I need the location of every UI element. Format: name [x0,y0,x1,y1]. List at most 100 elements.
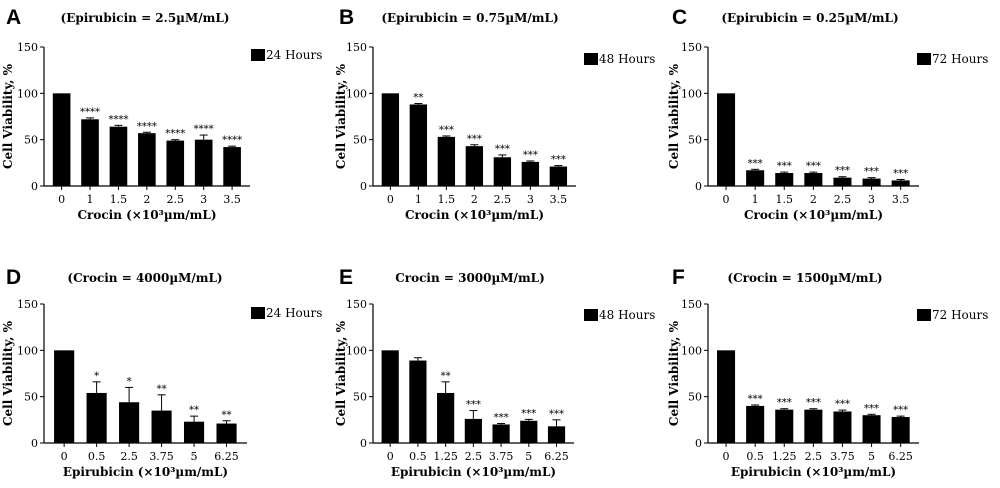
bar [194,139,213,186]
bar [109,126,128,186]
bar [775,409,794,443]
y-axis-title: Cell Viability, % [667,63,681,169]
significance-label: *** [864,167,879,178]
x-tick-label: 3 [868,193,875,206]
bar [717,350,736,443]
panel-title: (Crocin = 1500µM/mL) [727,271,882,285]
x-tick-label: 2.5 [805,450,823,463]
x-tick-label: 0.5 [746,450,764,463]
x-tick-label: 1 [415,193,422,206]
x-tick-label: 5 [868,450,875,463]
x-tick-label: 0.5 [409,450,427,463]
x-tick-label: 3.5 [892,193,910,206]
x-tick-label: 2.5 [167,193,185,206]
legend-label: 24 Hours [266,306,322,320]
significance-label: *** [523,150,538,161]
bar [216,423,237,443]
bar [547,426,566,443]
significance-label: *** [748,158,763,169]
bar [409,360,427,443]
panel-letter: A [6,6,21,29]
legend-swatch [251,49,265,61]
x-tick-label: 2.5 [465,450,483,463]
significance-label: *** [748,394,763,405]
significance-label: **** [108,114,128,125]
y-axis-title: Cell Viability, % [334,320,348,426]
significance-label: ** [157,384,167,395]
x-tick-label: 1 [87,193,94,206]
x-tick-label: 0 [723,193,730,206]
y-tick-label: 150 [17,298,38,311]
significance-label: **** [165,129,185,140]
significance-label: *** [777,398,792,409]
x-tick-label: 2 [810,193,817,206]
y-axis-title: Cell Viability, % [667,320,681,426]
bar [549,166,568,186]
bar [520,420,538,443]
x-tick-label: 2.5 [120,450,138,463]
panel-letter: B [339,6,354,29]
y-tick-label: 150 [681,298,702,311]
bar [381,93,400,186]
significance-label: *** [835,166,850,177]
significance-label: * [94,371,99,382]
bar [138,133,156,186]
bar [465,146,484,186]
y-tick-label: 50 [24,391,38,404]
bar [409,104,428,186]
significance-label: **** [137,121,157,132]
x-tick-label: 5 [191,450,198,463]
y-tick-label: 50 [353,134,367,147]
y-tick-label: 0 [360,437,367,450]
y-axis-title: Cell Viability, % [1,63,15,169]
bar [862,178,881,186]
x-tick-label: 6.25 [888,450,913,463]
bar [166,140,185,186]
x-tick-label: 3 [200,193,207,206]
legend-swatch [251,307,265,319]
bar [746,170,765,186]
legend-swatch [917,53,931,65]
significance-label: *** [494,413,509,424]
significance-label: *** [467,134,482,145]
bar [183,421,205,443]
legend-swatch [917,309,931,321]
panel-letter: D [6,266,21,289]
significance-label: * [127,376,132,387]
panel-b: B (Epirubicin = 0.75µM/mL) 0 50 100 150 Cell V… [334,6,655,222]
x-axis-title: Epirubicin (×10³µm/mL) [731,465,896,479]
x-tick-label: 1.25 [772,450,797,463]
y-tick-label: 50 [353,391,367,404]
bar [86,392,107,443]
bar [833,411,852,443]
y-tick-label: 150 [346,298,367,311]
y-tick-label: 100 [681,87,702,100]
bar [862,415,881,443]
significance-label: *** [495,144,510,155]
bar [746,405,765,443]
y-tick-label: 50 [688,391,702,404]
bar [151,410,172,443]
legend-label: 48 Hours [599,308,655,322]
x-tick-label: 2.5 [834,193,852,206]
panel-title: (Epirubicin = 0.75µM/mL) [381,11,558,25]
significance-label: *** [549,409,564,420]
significance-label: ** [413,93,423,104]
panel-title: (Epirubicin = 2.5µM/mL) [61,11,230,25]
x-tick-label: 0 [387,193,394,206]
bar [775,173,794,186]
significance-label: *** [893,405,908,416]
bar [891,417,910,443]
y-axis-title: Cell Viability, % [334,63,348,169]
panel-title: (Crocin = 4000µM/mL) [67,271,222,285]
y-tick-label: 100 [681,344,702,357]
panel-letter: F [672,266,685,289]
x-tick-label: 1 [752,193,759,206]
x-tick-label: 0.5 [88,450,106,463]
y-tick-label: 50 [24,134,38,147]
legend-label: 72 Hours [932,52,988,66]
y-tick-label: 150 [681,41,702,54]
